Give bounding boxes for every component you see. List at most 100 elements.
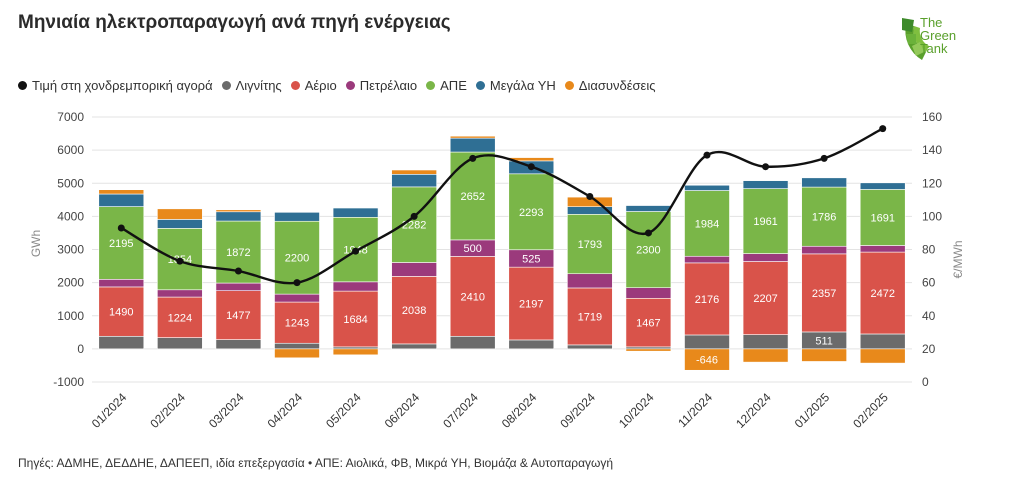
green-tank-logo-icon (902, 18, 929, 60)
data-label: -646 (696, 355, 718, 367)
bar-segment (742, 188, 789, 254)
bar-segment (215, 209, 262, 213)
bar-segment (625, 211, 672, 288)
price-point (820, 154, 828, 162)
legend-label: Πετρέλαιο (359, 78, 418, 93)
data-label: 2282 (402, 220, 426, 232)
legend-item-interconnections[interactable]: Διασυνδέσεις (564, 78, 656, 93)
bar-segment (274, 342, 320, 350)
legend-item-price[interactable]: Τιμή στη χονδρεμπορική αγορά (18, 78, 213, 93)
bar-segment (859, 348, 906, 364)
data-label: 2207 (753, 293, 777, 305)
y2-tick-label: 120 (922, 176, 942, 190)
bar-segment (391, 276, 437, 345)
x-tick-label: 05/2024 (323, 390, 364, 431)
bar-segment (567, 273, 613, 289)
x-tick-label: 02/2024 (147, 390, 188, 431)
price-point (644, 229, 652, 237)
legend-label: Μεγάλα ΥΗ (489, 78, 556, 93)
x-tick-label: 11/2024 (675, 390, 715, 430)
bar-segment (625, 348, 672, 352)
bar-segment (684, 348, 730, 371)
legend-swatch (426, 81, 436, 90)
price-point (293, 279, 301, 287)
bar-segment (742, 253, 789, 262)
bar-segment (98, 335, 145, 350)
logo-text: The Green Tank (920, 16, 956, 55)
data-label: 1684 (343, 314, 367, 326)
legend-swatch (18, 81, 27, 90)
legend-label: Αέριο (304, 78, 337, 93)
y-axis-title: GWh (29, 230, 43, 257)
y-tick-label: 4000 (57, 209, 84, 223)
bar-segment (274, 301, 320, 344)
data-label: 2472 (870, 288, 894, 300)
price-point (117, 224, 125, 232)
bar-segment (801, 177, 847, 188)
data-label: 2410 (460, 291, 484, 303)
bar-segment (98, 279, 145, 288)
legend-item-gas[interactable]: Αέριο (290, 78, 337, 93)
legend-item-oil[interactable]: Πετρέλαιο (345, 78, 418, 93)
price-point (879, 125, 887, 133)
bar-segment (742, 348, 789, 363)
legend-item-large-hydro[interactable]: Μεγάλα ΥΗ (475, 78, 556, 93)
bar-segment (449, 335, 496, 350)
bar-segment (157, 337, 203, 350)
price-point (352, 247, 360, 255)
data-label: 1691 (870, 212, 894, 224)
bar-segment (684, 184, 730, 191)
y-tick-label: 3000 (57, 243, 84, 257)
legend-item-res[interactable]: ΑΠΕ (426, 78, 467, 93)
data-label: 2038 (402, 305, 426, 317)
x-tick-label: 09/2024 (557, 390, 598, 431)
bar-segment (567, 344, 613, 350)
bar-segment (684, 255, 730, 264)
bar-segment (157, 219, 203, 229)
bar-segment (567, 214, 613, 275)
bar-segment (859, 182, 906, 190)
data-label: 2293 (519, 207, 543, 219)
data-label: 1719 (578, 311, 602, 323)
data-label: 2200 (285, 253, 309, 265)
x-tick-label: 07/2024 (440, 390, 481, 431)
data-label: 500 (464, 243, 482, 255)
bar-segment (567, 287, 613, 346)
data-label: 1467 (636, 318, 660, 330)
bar-segment (801, 348, 847, 362)
bar-segment (332, 348, 379, 356)
y-tick-label: -1000 (53, 375, 84, 389)
legend-item-lignite[interactable]: Λιγνίτης (221, 78, 282, 93)
x-tick-label: 08/2024 (499, 390, 540, 431)
price-line (120, 127, 884, 285)
price-point (527, 163, 535, 171)
data-label: 2195 (109, 238, 133, 250)
logo-text-line: Green (920, 28, 957, 43)
bar-segment (98, 193, 145, 207)
price-point (410, 212, 418, 220)
data-label: 2197 (519, 299, 543, 311)
x-tick-label: 01/2025 (792, 390, 833, 431)
data-label: 2357 (812, 288, 836, 300)
data-label: 1872 (226, 247, 250, 259)
bar-segment (625, 205, 672, 212)
bar-segment (215, 339, 262, 350)
data-label: 1490 (109, 307, 133, 319)
y2-tick-label: 0 (922, 375, 929, 389)
y-tick-label: 1000 (57, 309, 84, 323)
data-label: 1984 (695, 218, 719, 230)
bar-segment (157, 289, 203, 298)
bar-segment (508, 339, 555, 350)
legend-label: Διασυνδέσεις (578, 78, 656, 93)
price-point (176, 257, 184, 265)
bar-segment (274, 293, 320, 303)
data-label: 2652 (460, 191, 484, 203)
stacked-bar-chart: -1000 0 1000 2000 3000 4000 5000 6000 7000 0 20 40 6… (29, 110, 965, 431)
y-tick-label: 2000 (57, 276, 84, 290)
bar-segment (625, 287, 672, 299)
bar-segment (215, 282, 262, 291)
bar-segment (801, 245, 847, 255)
bar-segment (859, 333, 906, 350)
data-label: 1786 (812, 212, 836, 224)
bar-segment (742, 334, 789, 350)
